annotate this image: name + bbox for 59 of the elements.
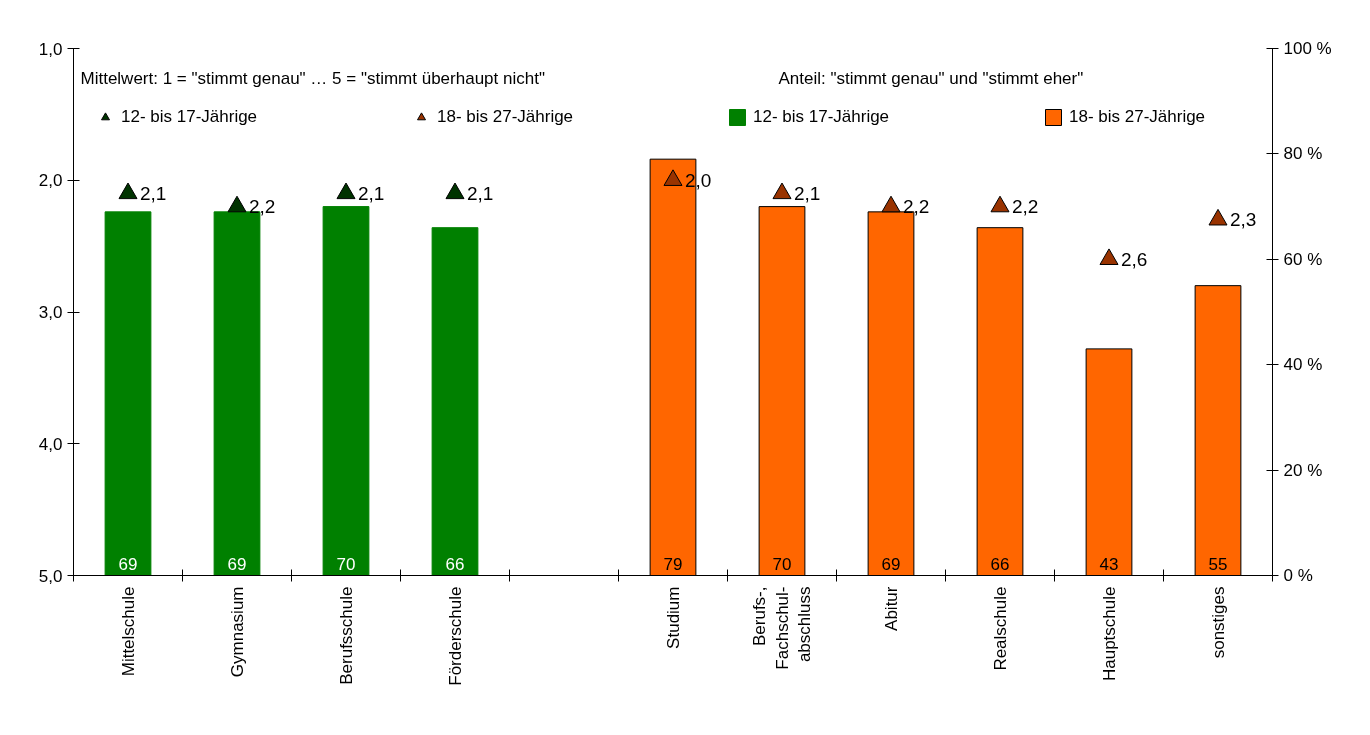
legend-label: 12- bis 17-Jährige xyxy=(121,107,259,127)
data-label: 55 xyxy=(1208,554,1228,574)
y-tick-label: 2,0 xyxy=(38,171,63,191)
y-tick-label: 4,0 xyxy=(38,434,63,454)
point xyxy=(1208,208,1228,226)
point xyxy=(772,182,792,200)
data-label: 66 xyxy=(990,554,1010,574)
bar xyxy=(431,227,479,576)
y2-tick-label: 20 % xyxy=(1283,460,1323,480)
annotation: Mittelwert: 1 = "stimmt genau" … 5 = "stimmt überhaupt nicht" xyxy=(80,69,545,88)
data-label: 2,1 xyxy=(467,182,494,204)
data-label: 2,6 xyxy=(1121,248,1148,270)
y-tick-label: 3,0 xyxy=(38,303,63,322)
legend-label: 18- bis 27-Jährige xyxy=(1069,107,1207,127)
annotation: Anteil: "stimmt genau" und "stimmt eher" xyxy=(778,69,1084,88)
data-label: 70 xyxy=(772,554,792,574)
data-label: 2,3 xyxy=(1230,209,1257,231)
x-tick-label: Mittelschule xyxy=(118,586,138,677)
bar xyxy=(322,206,370,576)
data-label: 2,1 xyxy=(794,182,821,204)
point xyxy=(336,182,356,200)
x-tick-label: Studium xyxy=(663,586,683,649)
y2-tick-label: 80 % xyxy=(1283,144,1323,164)
point xyxy=(227,195,247,213)
x-tick-label: Hauptschule xyxy=(1099,586,1119,681)
data-label: 69 xyxy=(227,554,247,574)
data-label: 70 xyxy=(336,554,356,574)
data-label: 2,1 xyxy=(140,182,167,204)
legend-label: 18- bis 27-Jährige xyxy=(437,107,575,127)
point xyxy=(881,195,901,213)
x-tick-label: sonstiges xyxy=(1208,586,1228,659)
bar xyxy=(104,211,152,576)
x-tick-label: Förderschule xyxy=(445,586,465,686)
data-label: 2,2 xyxy=(1012,196,1039,218)
point xyxy=(1099,248,1119,265)
y2-tick-label: 60 % xyxy=(1283,249,1323,269)
point xyxy=(990,195,1010,213)
data-label: 2,2 xyxy=(903,196,930,218)
data-label: 69 xyxy=(881,554,901,574)
x-tick-label: Berufsschule xyxy=(336,586,356,685)
point xyxy=(118,182,138,200)
x-tick-label: Realschule xyxy=(990,586,1010,671)
x-tick-label: Gymnasium xyxy=(227,586,247,678)
data-label: 2,1 xyxy=(358,182,385,204)
data-label: 2,2 xyxy=(249,196,276,218)
data-label: 69 xyxy=(118,554,138,574)
y2-tick-label: 40 % xyxy=(1283,355,1323,375)
x-tick-label: Abitur xyxy=(881,586,901,631)
data-label: 66 xyxy=(445,554,465,574)
x-tick-label: Berufs-, Fachschul- abschluss xyxy=(749,586,815,670)
y-tick-label: 5,0 xyxy=(38,566,63,586)
y2-tick-label: 100 % xyxy=(1283,39,1332,58)
y2-tick-label: 0 % xyxy=(1283,566,1313,585)
data-label: 43 xyxy=(1099,554,1119,574)
data-label: 79 xyxy=(663,554,683,574)
y-tick-label: 1,0 xyxy=(38,39,63,59)
legend-label: 12- bis 17-Jährige xyxy=(753,107,891,127)
point xyxy=(663,169,683,186)
point xyxy=(445,182,465,200)
